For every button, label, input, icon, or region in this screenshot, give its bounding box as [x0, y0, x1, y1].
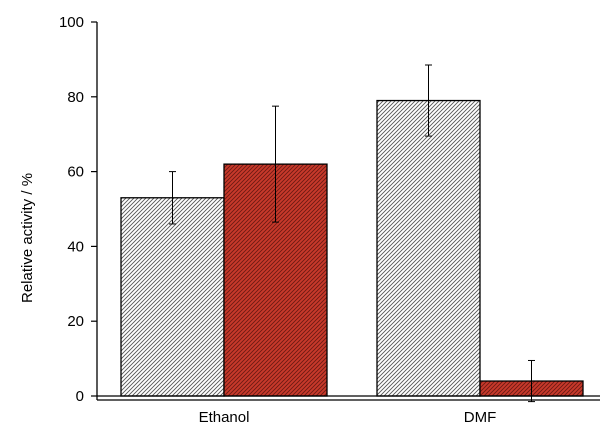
- error-bars-layer: [169, 64, 535, 403]
- y-tick-label: 20: [67, 313, 84, 330]
- bar-ethanol-series-1: [120, 197, 225, 397]
- y-tick-label: 0: [76, 388, 84, 405]
- y-tick-label: 100: [59, 14, 84, 31]
- y-axis-title: Relative activity / %: [19, 173, 36, 303]
- y-tick-label: 60: [67, 164, 84, 181]
- x-axis-labels: Ethanol DMF: [199, 409, 497, 426]
- y-tick-label: 80: [67, 89, 84, 106]
- bars-layer: [120, 99, 584, 397]
- x-category-label: DMF: [464, 409, 497, 426]
- bar-dmf-series-1: [376, 99, 481, 397]
- y-tick-label: 40: [67, 238, 84, 255]
- x-category-label: Ethanol: [199, 409, 250, 426]
- y-axis-ticks: 0 20 40 60 80 100: [59, 14, 97, 405]
